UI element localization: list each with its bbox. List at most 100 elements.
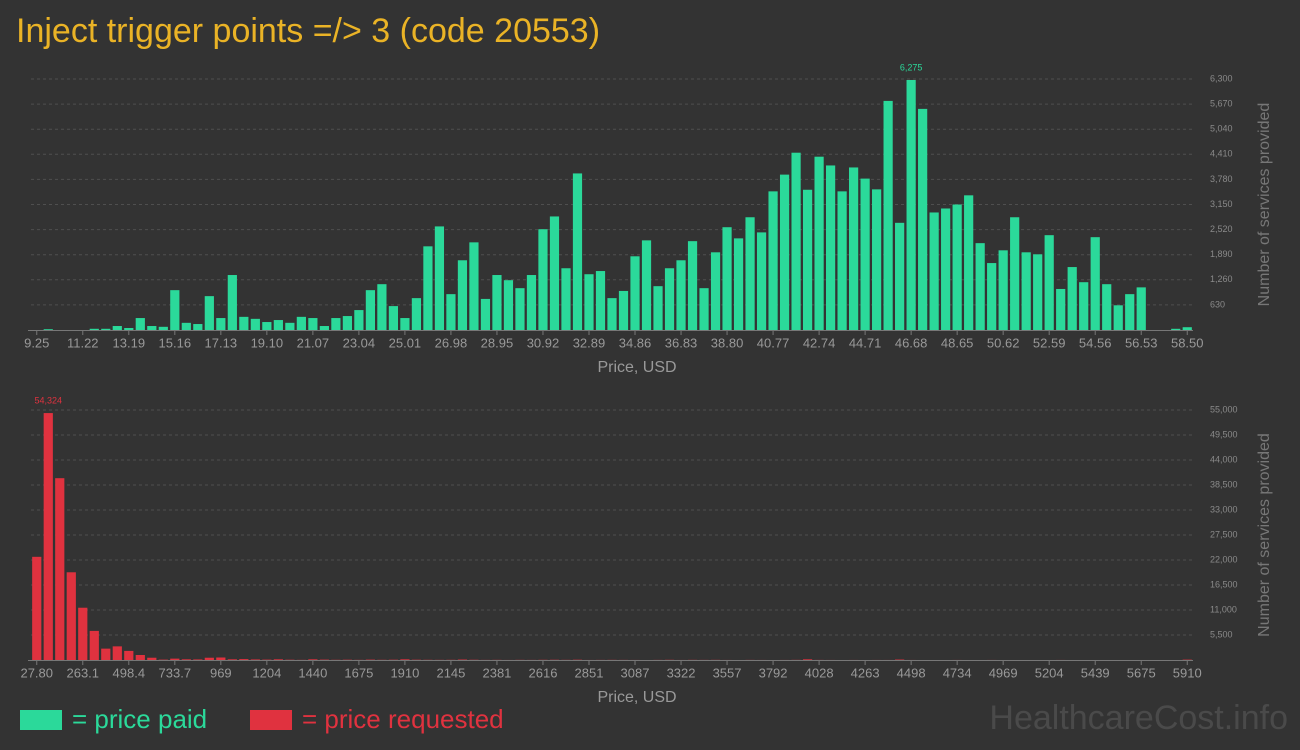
bar bbox=[733, 238, 744, 330]
x-tick-label: 25.01 bbox=[389, 335, 422, 350]
bar bbox=[354, 310, 364, 330]
bar bbox=[918, 108, 928, 330]
x-tick-label: 52.59 bbox=[1033, 335, 1066, 350]
bar bbox=[998, 250, 1008, 330]
x-tick-label: 3322 bbox=[667, 665, 696, 680]
bar bbox=[664, 268, 675, 330]
x-tick-label: 21.07 bbox=[297, 335, 330, 350]
bar bbox=[802, 189, 813, 330]
bar bbox=[503, 280, 514, 330]
bar bbox=[676, 260, 686, 330]
bar bbox=[135, 318, 145, 330]
bar bbox=[779, 174, 790, 330]
bar bbox=[1171, 328, 1181, 330]
y-tick-label: 3,150 bbox=[1210, 199, 1233, 209]
y-tick-label: 5,040 bbox=[1210, 124, 1233, 134]
bar bbox=[331, 318, 341, 330]
x-tick-label: 11.22 bbox=[67, 335, 99, 350]
bar bbox=[849, 167, 859, 330]
y-tick-label: 44,000 bbox=[1210, 454, 1238, 464]
bar bbox=[791, 152, 801, 330]
x-tick-label: 4734 bbox=[943, 665, 972, 680]
x-tick-label: 3557 bbox=[713, 665, 742, 680]
bar bbox=[250, 318, 260, 330]
bar bbox=[515, 288, 525, 330]
bar bbox=[584, 274, 594, 330]
bar bbox=[158, 326, 168, 330]
bar bbox=[1182, 327, 1192, 330]
y-tick-label: 1,260 bbox=[1210, 274, 1233, 284]
bar bbox=[457, 260, 468, 330]
bar bbox=[434, 226, 445, 330]
bar bbox=[929, 212, 939, 330]
x-tick-label: 44.71 bbox=[849, 335, 882, 350]
x-tick-label: 498.4 bbox=[113, 665, 146, 680]
bar bbox=[400, 659, 410, 660]
x-tick-label: 4028 bbox=[805, 665, 834, 680]
bar bbox=[1067, 267, 1077, 330]
bar bbox=[66, 572, 76, 660]
watermark: HealthcareCost.info bbox=[989, 699, 1288, 737]
x-tick-label: 30.92 bbox=[527, 335, 560, 350]
bar bbox=[273, 320, 283, 330]
y-axis-title: Number of services provided bbox=[1256, 433, 1273, 637]
x-tick-label: 17.13 bbox=[205, 335, 238, 350]
x-tick-label: 58.50 bbox=[1171, 335, 1204, 350]
bar bbox=[423, 246, 433, 330]
bar bbox=[561, 268, 571, 330]
x-tick-label: 15.16 bbox=[159, 335, 192, 350]
x-tick-label: 56.53 bbox=[1125, 335, 1158, 350]
bar bbox=[964, 195, 974, 330]
bar bbox=[250, 659, 260, 660]
bar bbox=[469, 242, 479, 330]
bar bbox=[756, 232, 767, 330]
x-tick-label: 19.10 bbox=[251, 335, 284, 350]
x-tick-label: 36.83 bbox=[665, 335, 698, 350]
bar bbox=[687, 241, 698, 330]
legend-label: = price paid bbox=[72, 704, 207, 734]
bar bbox=[181, 322, 191, 330]
x-tick-label: 38.80 bbox=[711, 335, 744, 350]
bar bbox=[860, 178, 870, 330]
bar bbox=[538, 229, 548, 330]
bar bbox=[193, 324, 203, 330]
bar bbox=[193, 659, 203, 660]
x-tick-label: 5439 bbox=[1081, 665, 1110, 680]
bar bbox=[1136, 287, 1146, 330]
x-tick-label: 733.7 bbox=[159, 665, 192, 680]
y-tick-label: 1,890 bbox=[1210, 249, 1233, 259]
x-tick-label: 4263 bbox=[851, 665, 880, 680]
x-tick-label: 54.56 bbox=[1079, 335, 1112, 350]
x-tick-label: 34.86 bbox=[619, 335, 652, 350]
bar bbox=[480, 298, 491, 330]
y-tick-label: 3,780 bbox=[1210, 174, 1233, 184]
bar bbox=[595, 271, 606, 330]
bar bbox=[814, 156, 824, 330]
bar bbox=[342, 316, 352, 330]
x-tick-label: 9.25 bbox=[24, 335, 49, 350]
bar bbox=[1044, 235, 1054, 330]
y-tick-label: 6,300 bbox=[1210, 73, 1233, 83]
legend-label: = price requested bbox=[302, 704, 504, 734]
x-tick-label: 3792 bbox=[759, 665, 788, 680]
bar bbox=[549, 216, 560, 330]
x-tick-label: 48.65 bbox=[941, 335, 974, 350]
bar bbox=[273, 659, 283, 660]
x-tick-label: 50.62 bbox=[987, 335, 1020, 350]
legend-swatch bbox=[250, 710, 292, 730]
y-tick-label: 33,000 bbox=[1210, 504, 1238, 514]
chart-title: Inject trigger points =/> 3 (code 20553) bbox=[16, 12, 600, 50]
bar bbox=[526, 275, 537, 330]
value-label: 54,324 bbox=[34, 395, 62, 405]
bar bbox=[388, 306, 399, 330]
bar bbox=[446, 294, 456, 330]
x-tick-label: 2851 bbox=[575, 665, 604, 680]
bar bbox=[285, 322, 295, 330]
bar bbox=[308, 659, 318, 660]
y-axis-title: Number of services provided bbox=[1256, 103, 1273, 307]
y-tick-label: 55,000 bbox=[1210, 404, 1238, 414]
x-tick-label: 2145 bbox=[436, 665, 465, 680]
y-tick-label: 22,000 bbox=[1210, 554, 1238, 564]
